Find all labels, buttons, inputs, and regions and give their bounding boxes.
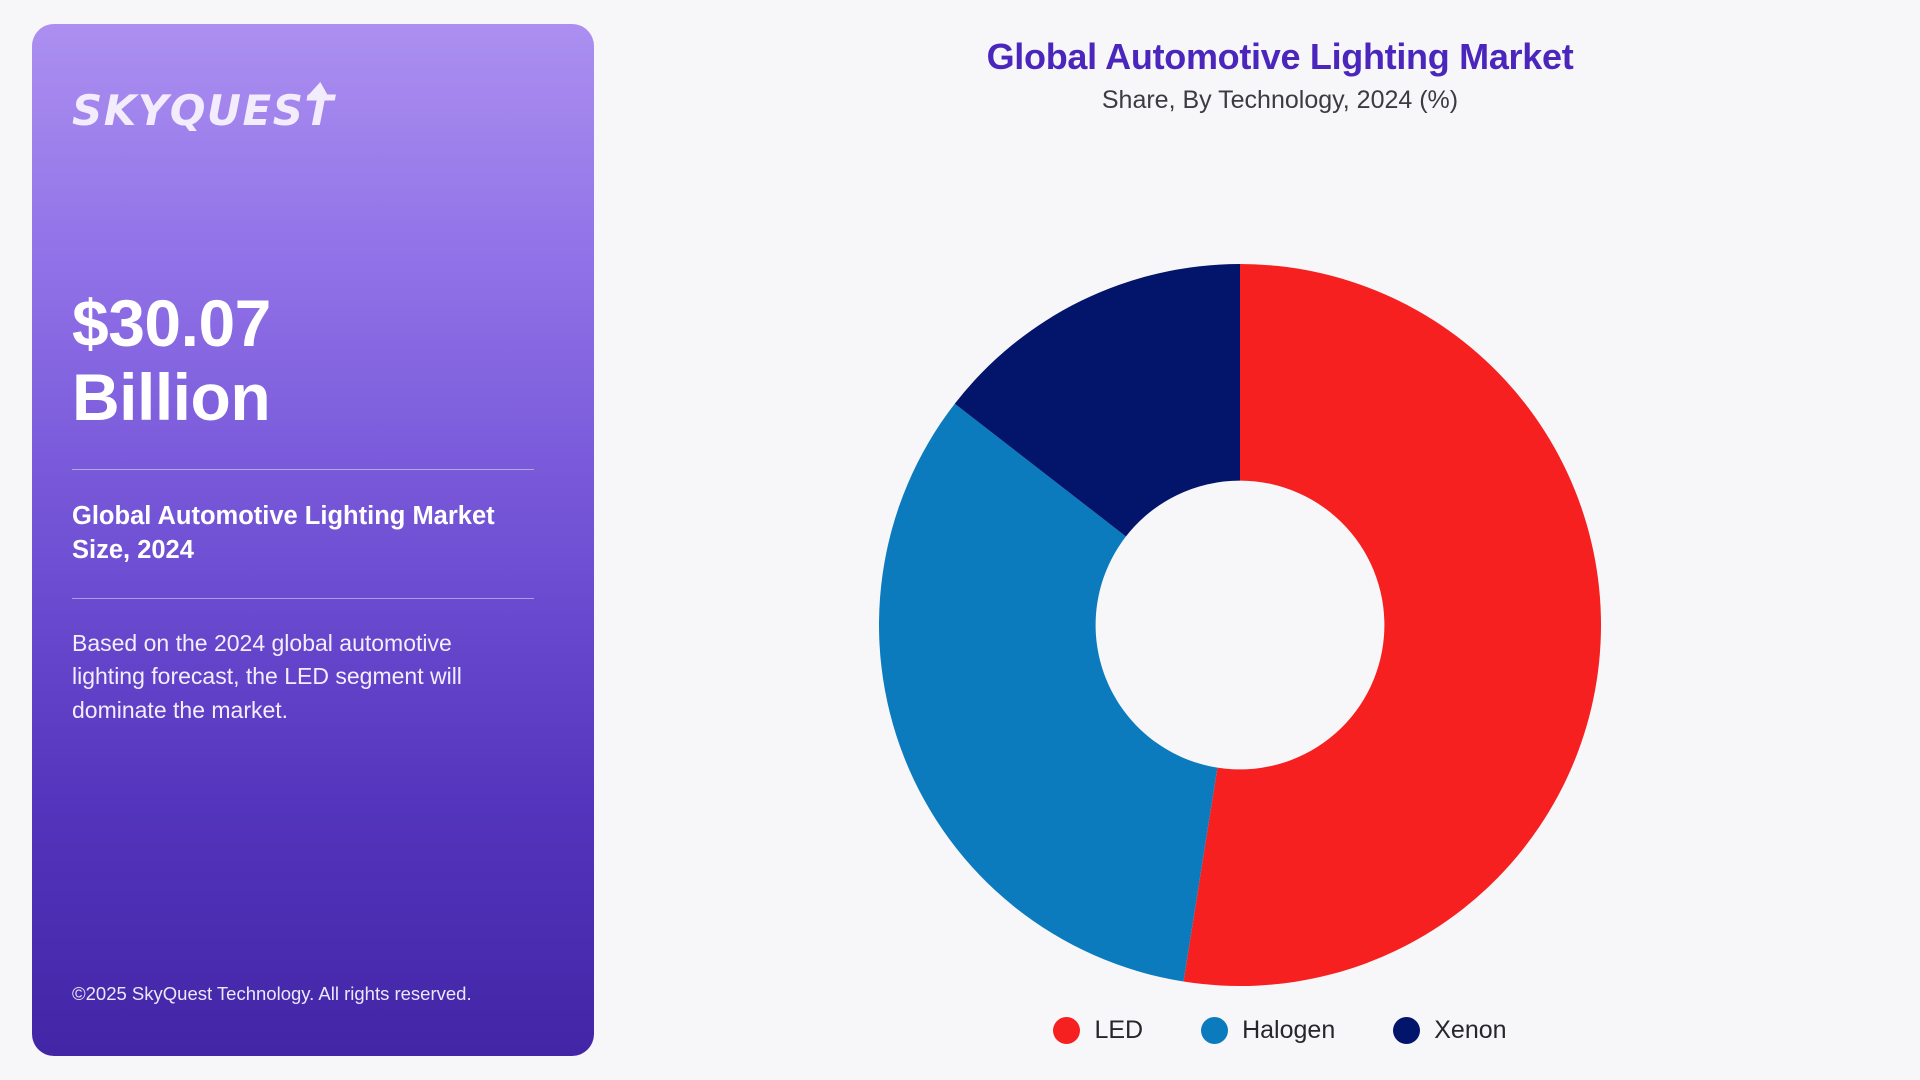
divider-bottom xyxy=(72,597,534,599)
market-size-value: $30.07 Billion xyxy=(72,286,271,434)
divider-top xyxy=(72,468,534,470)
legend-item-halogen[interactable]: Halogen xyxy=(1201,1016,1335,1045)
chart-title: Global Automotive Lighting Market xyxy=(986,36,1574,77)
chart-panel: Global Automotive Lighting Market Share,… xyxy=(640,0,1920,1080)
donut-slice-xenon[interactable] xyxy=(954,264,1240,537)
market-size-card: SKYQUEST $30.07 Billion Global Automotiv… xyxy=(32,24,594,1056)
card-description: Based on the 2024 global automotive ligh… xyxy=(72,629,462,723)
copyright-notice: ©2025 SkyQuest Technology. All rights re… xyxy=(72,983,472,1005)
legend-item-led[interactable]: LED xyxy=(1053,1016,1143,1045)
donut-slice-halogen[interactable] xyxy=(879,403,1218,982)
skyquest-logo-text: SKYQUEST xyxy=(72,86,335,135)
donut-slice-led[interactable] xyxy=(1183,264,1601,986)
chart-legend: LED Halogen Xenon xyxy=(640,1016,1920,1045)
legend-swatch-icon xyxy=(1053,1017,1081,1044)
donut-chart xyxy=(879,264,1601,986)
logo-arrow-icon xyxy=(306,82,332,97)
chart-subtitle: Share, By Technology, 2024 (%) xyxy=(1101,86,1459,114)
card-subtitle: Global Automotive Lighting Market Size, … xyxy=(72,501,495,564)
legend-swatch-icon xyxy=(1393,1017,1421,1044)
legend-label: Xenon xyxy=(1434,1016,1507,1044)
legend-label: LED xyxy=(1094,1016,1144,1044)
legend-label: Halogen xyxy=(1242,1016,1336,1044)
legend-swatch-icon xyxy=(1201,1017,1229,1044)
legend-item-xenon[interactable]: Xenon xyxy=(1393,1016,1507,1045)
skyquest-logo: SKYQUEST xyxy=(72,82,554,135)
donut-chart-svg xyxy=(879,264,1601,986)
